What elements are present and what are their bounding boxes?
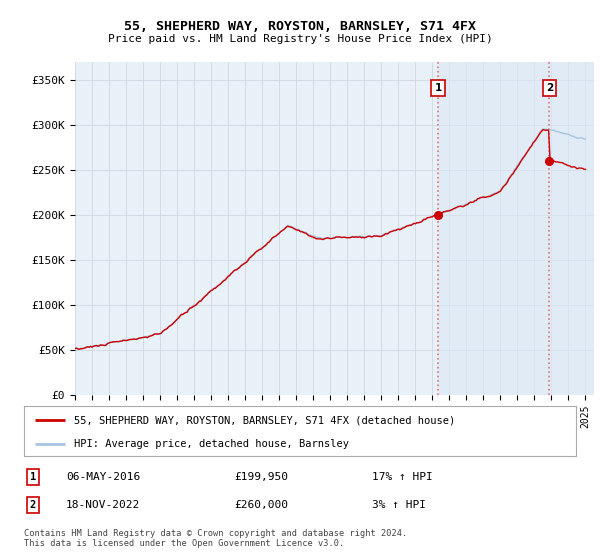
Text: 1: 1: [30, 472, 36, 482]
Text: 55, SHEPHERD WAY, ROYSTON, BARNSLEY, S71 4FX (detached house): 55, SHEPHERD WAY, ROYSTON, BARNSLEY, S71…: [74, 415, 455, 425]
Text: Contains HM Land Registry data © Crown copyright and database right 2024.
This d: Contains HM Land Registry data © Crown c…: [24, 529, 407, 548]
Bar: [438, 62, 594, 395]
Text: 1: 1: [434, 83, 442, 94]
Text: £199,950: £199,950: [234, 472, 288, 482]
Text: HPI: Average price, detached house, Barnsley: HPI: Average price, detached house, Barn…: [74, 439, 349, 449]
Text: 3% ↑ HPI: 3% ↑ HPI: [372, 500, 426, 510]
Text: 55, SHEPHERD WAY, ROYSTON, BARNSLEY, S71 4FX: 55, SHEPHERD WAY, ROYSTON, BARNSLEY, S71…: [124, 20, 476, 33]
Text: 06-MAY-2016: 06-MAY-2016: [66, 472, 140, 482]
Text: 17% ↑ HPI: 17% ↑ HPI: [372, 472, 433, 482]
Text: 2: 2: [546, 83, 553, 94]
Text: £260,000: £260,000: [234, 500, 288, 510]
Text: Price paid vs. HM Land Registry's House Price Index (HPI): Price paid vs. HM Land Registry's House …: [107, 34, 493, 44]
Text: 2: 2: [30, 500, 36, 510]
Text: 18-NOV-2022: 18-NOV-2022: [66, 500, 140, 510]
